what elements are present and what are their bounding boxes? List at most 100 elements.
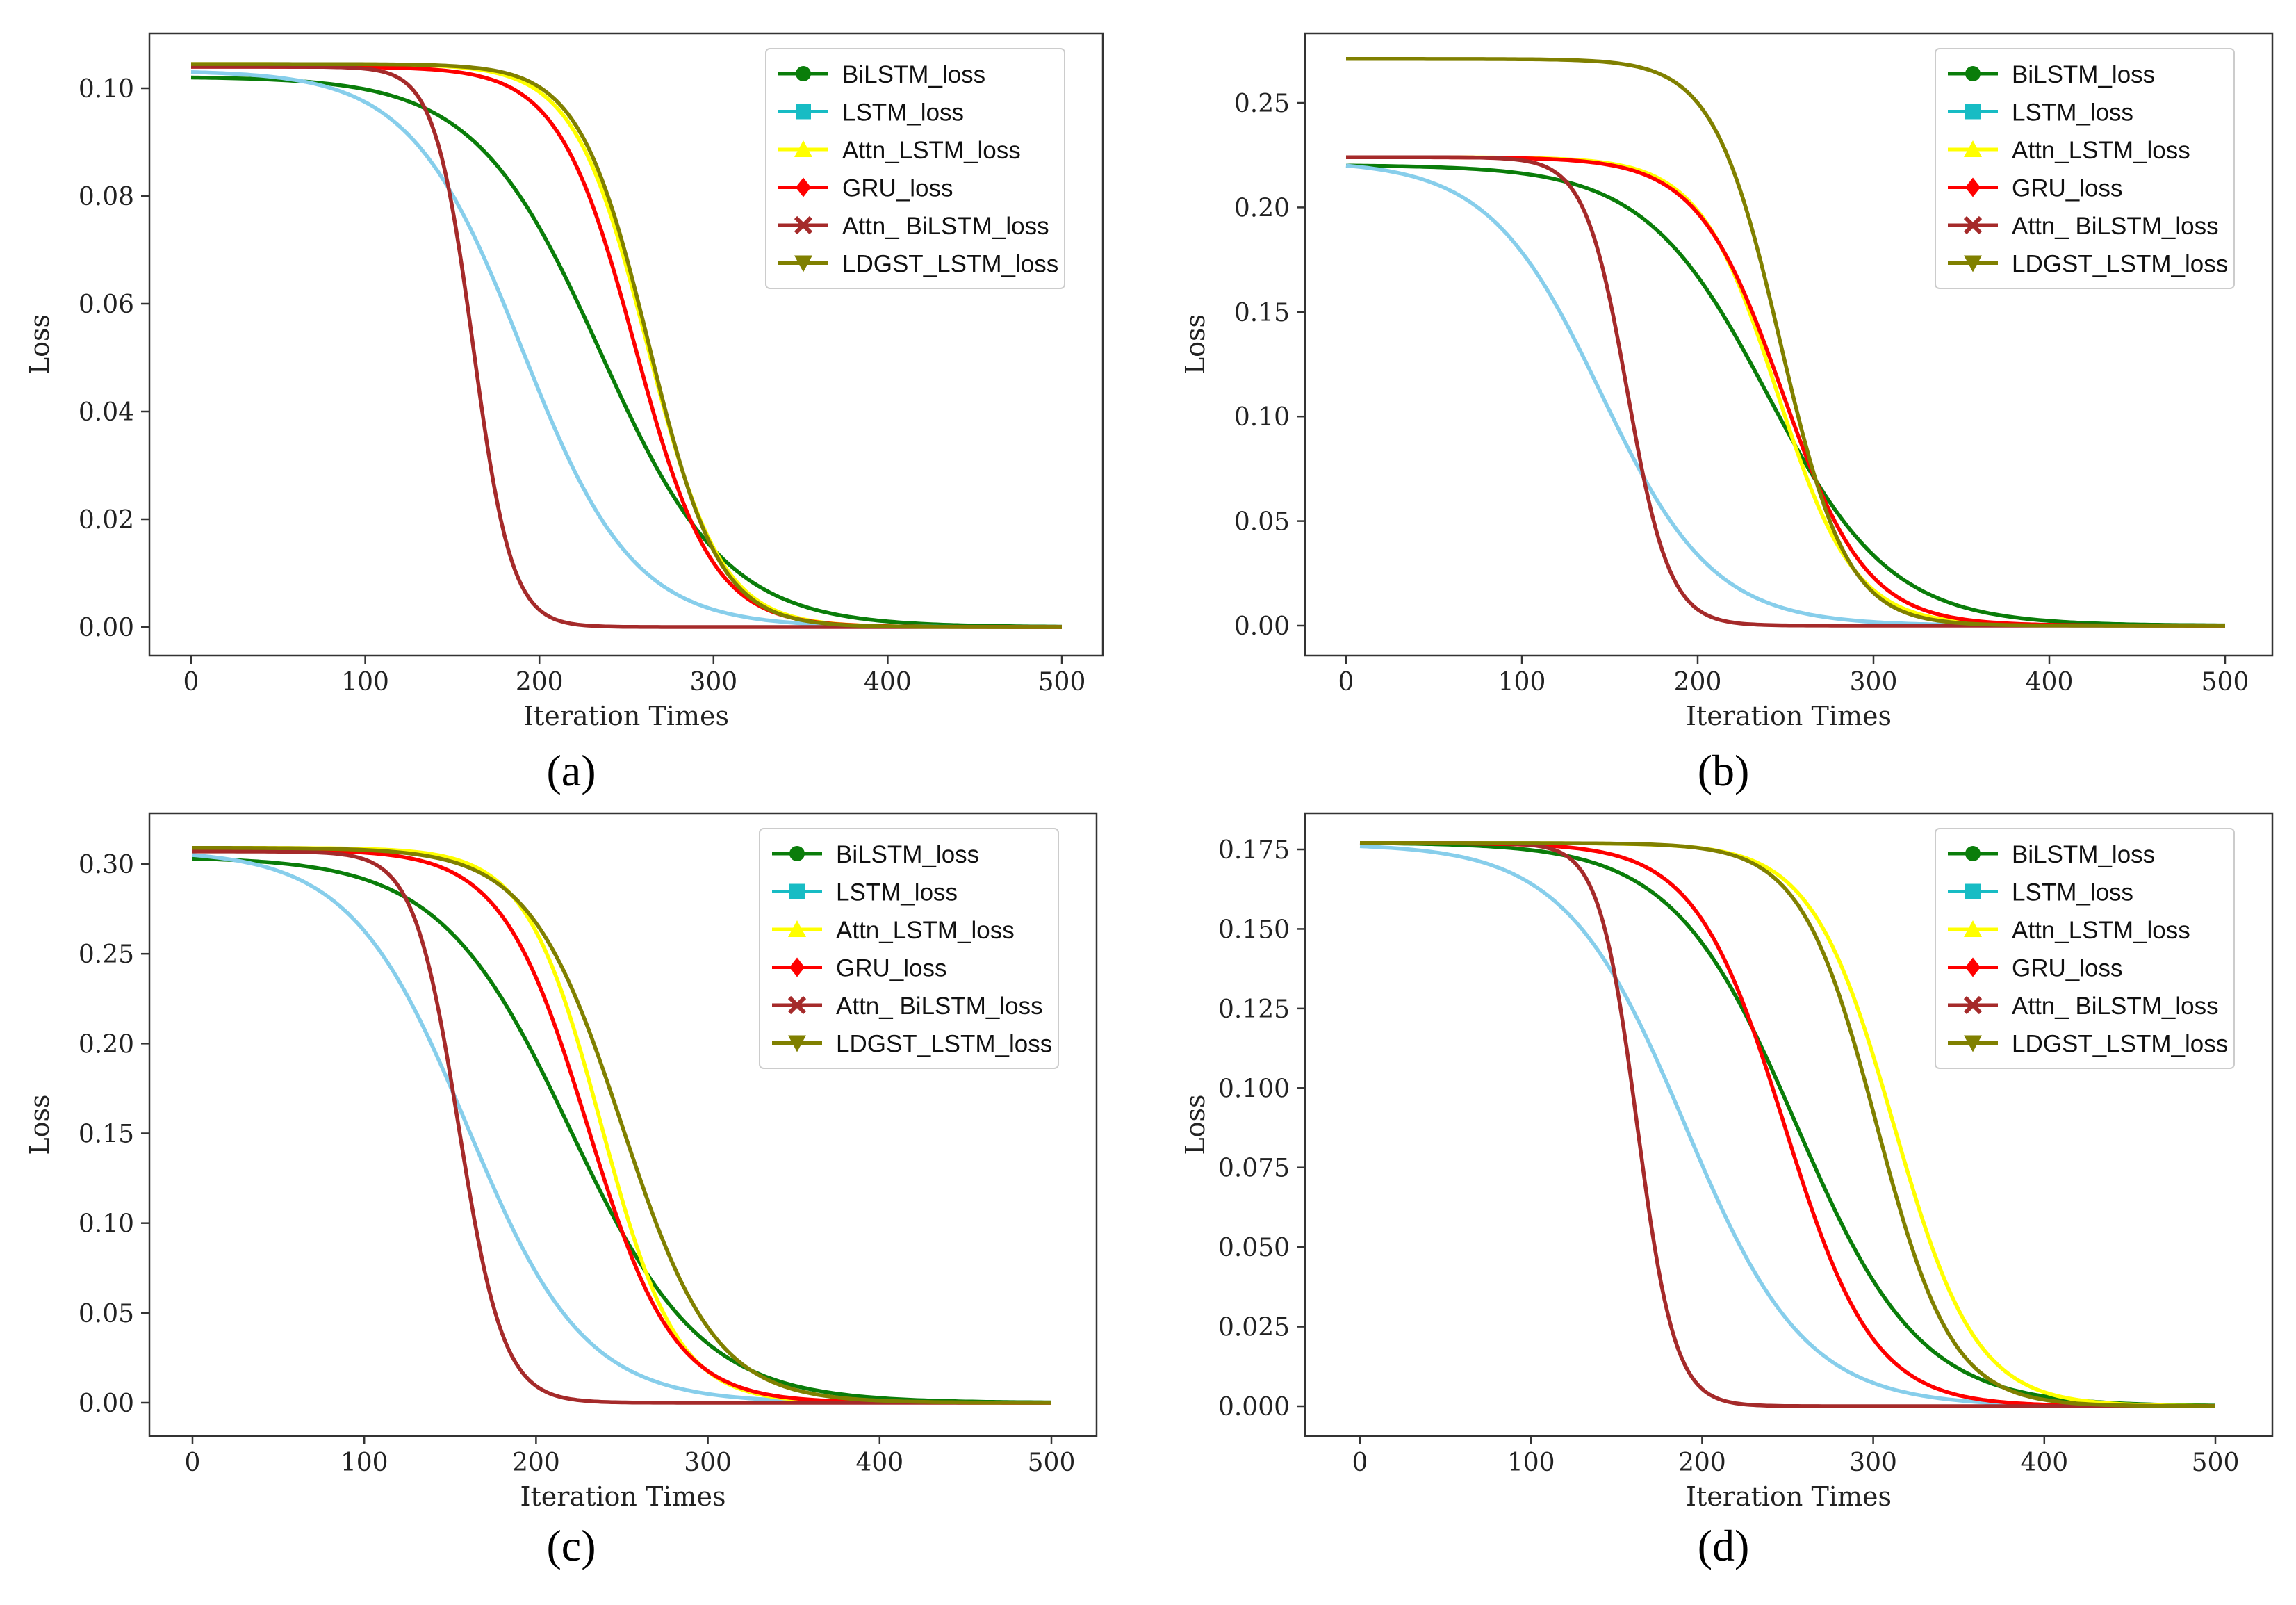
y-tick-label: 0.25 (1234, 90, 1290, 118)
y-tick-label: 0.06 (79, 291, 134, 319)
x-tick-label: 300 (1849, 1449, 1897, 1477)
legend-box (1935, 48, 2235, 289)
x-tick-label: 500 (1038, 668, 1086, 696)
plot-frame (1304, 812, 2274, 1437)
legend-entry: Attn_LSTM_loss (1948, 917, 2190, 944)
legend-marker (787, 995, 807, 1015)
x-axis-label: Iteration Times (1686, 701, 1892, 731)
legend-label: GRU_loss (2012, 955, 2122, 982)
legend-entry: GRU_loss (1948, 955, 2122, 982)
legend-label: BiLSTM_loss (2012, 61, 2155, 88)
y-tick-label: 0.10 (79, 1210, 134, 1239)
legend-marker (1965, 104, 1981, 120)
plot-frame (1304, 32, 2274, 657)
legend-entry: Attn_ BiLSTM_loss (1948, 213, 2219, 240)
legend-marker (789, 957, 805, 977)
series-line-ldgst-lstm-loss (192, 846, 1051, 1405)
legend-marker (1964, 1035, 1982, 1052)
x-tick-label: 100 (1507, 1449, 1555, 1477)
legend-label: Attn_ BiLSTM_loss (842, 213, 1049, 240)
legend-box (1935, 828, 2235, 1069)
legend-entry: Attn_ BiLSTM_loss (772, 993, 1043, 1020)
series-line-ldgst-lstm-loss (1346, 57, 2225, 628)
legend-label: Attn_LSTM_loss (2012, 137, 2190, 164)
legend-marker (796, 177, 811, 197)
legend-marker (789, 883, 805, 899)
legend-entry: Attn_ BiLSTM_loss (1948, 993, 2219, 1020)
plot-frame (148, 32, 1104, 657)
y-tick-label: 0.050 (1218, 1234, 1290, 1262)
legend: BiLSTM_loss LSTM_loss Attn_LSTM_loss GRU_lo… (765, 48, 1065, 289)
y-tick-label: 0.00 (79, 1390, 134, 1418)
legend-marker (1965, 177, 1981, 197)
chart-panel-3: 0 100 200 300 400 500 0.00 0.05 0.10 0.15 0.20 0.25… (24, 812, 1098, 1570)
legend-entry: Attn_LSTM_loss (772, 917, 1015, 944)
panel-label: (a) (546, 746, 596, 795)
y-tick-label: 0.20 (1234, 194, 1290, 222)
legend-marker (796, 104, 811, 120)
x-tick-label: 100 (1498, 668, 1546, 696)
y-tick-label: 0.02 (79, 506, 134, 535)
legend-entry: LSTM_loss (772, 879, 958, 906)
legend-entry: LDGST_LSTM_loss (1948, 251, 2228, 278)
y-axis-label: Loss (1180, 1094, 1211, 1155)
x-tick-label: 100 (341, 1449, 388, 1477)
x-tick-label: 300 (689, 668, 737, 696)
legend-marker (1963, 995, 1983, 1015)
legend-entry: LSTM_loss (1948, 99, 2133, 127)
x-tick-label: 0 (183, 668, 199, 696)
x-axis-label: Iteration Times (523, 701, 729, 731)
legend-entry: LDGST_LSTM_loss (772, 1031, 1052, 1058)
legend-label: Attn_ BiLSTM_loss (836, 993, 1043, 1020)
legend-marker (789, 846, 805, 861)
y-tick-label: 0.125 (1218, 995, 1290, 1024)
y-tick-label: 0.20 (79, 1030, 134, 1059)
y-tick-label: 0.025 (1218, 1314, 1290, 1342)
x-tick-label: 200 (1674, 668, 1722, 696)
y-tick-label: 0.15 (1234, 299, 1290, 327)
legend-label: BiLSTM_loss (836, 841, 979, 868)
y-tick-label: 0.30 (79, 851, 134, 879)
legend-marker (1964, 140, 1982, 157)
legend-label: GRU_loss (842, 175, 953, 202)
legend-marker (788, 920, 806, 937)
legend: BiLSTM_loss LSTM_loss Attn_LSTM_loss GRU_lo… (759, 828, 1059, 1069)
x-tick-label: 400 (2020, 1449, 2068, 1477)
x-tick-label: 400 (2026, 668, 2074, 696)
y-tick-label: 0.075 (1218, 1155, 1290, 1183)
x-tick-label: 0 (1352, 1449, 1368, 1477)
legend-marker (794, 140, 812, 157)
legend-entry: BiLSTM_loss (1948, 841, 2155, 868)
y-tick-label: 0.000 (1218, 1393, 1290, 1421)
x-tick-label: 200 (1678, 1449, 1726, 1477)
x-tick-label: 300 (684, 1449, 732, 1477)
legend-label: LDGST_LSTM_loss (836, 1031, 1052, 1058)
legend-label: LSTM_loss (2012, 99, 2133, 127)
legend-entry: LSTM_loss (778, 99, 964, 127)
x-axis-label: Iteration Times (520, 1481, 726, 1512)
y-tick-label: 0.100 (1218, 1075, 1290, 1103)
series-line-bilstm-loss (1345, 163, 2225, 628)
legend-label: LDGST_LSTM_loss (2012, 251, 2228, 278)
x-tick-label: 500 (2192, 1449, 2240, 1477)
x-tick-label: 400 (864, 668, 912, 696)
x-tick-label: 200 (512, 1449, 560, 1477)
legend-entry: BiLSTM_loss (772, 841, 979, 868)
legend-marker (1964, 920, 1982, 937)
panel-label: (d) (1698, 1521, 1750, 1570)
chart-panel-1: 0 100 200 300 400 500 0.00 0.02 0.04 0.06 0.08 0.10… (24, 32, 1104, 795)
y-tick-label: 0.25 (79, 940, 134, 969)
x-tick-label: 400 (855, 1449, 903, 1477)
legend-box (765, 48, 1065, 289)
panel-label: (c) (546, 1521, 596, 1570)
y-tick-label: 0.175 (1218, 836, 1290, 865)
x-tick-label: 300 (1850, 668, 1898, 696)
legend-marker (794, 255, 812, 272)
y-tick-label: 0.05 (1234, 508, 1290, 537)
legend-marker (794, 215, 813, 235)
y-tick-label: 0.08 (79, 183, 134, 211)
x-axis-label: Iteration Times (1686, 1481, 1892, 1512)
plot-frame (148, 812, 1098, 1437)
legend-entry: GRU_loss (778, 175, 953, 202)
legend-label: GRU_loss (2012, 175, 2122, 202)
